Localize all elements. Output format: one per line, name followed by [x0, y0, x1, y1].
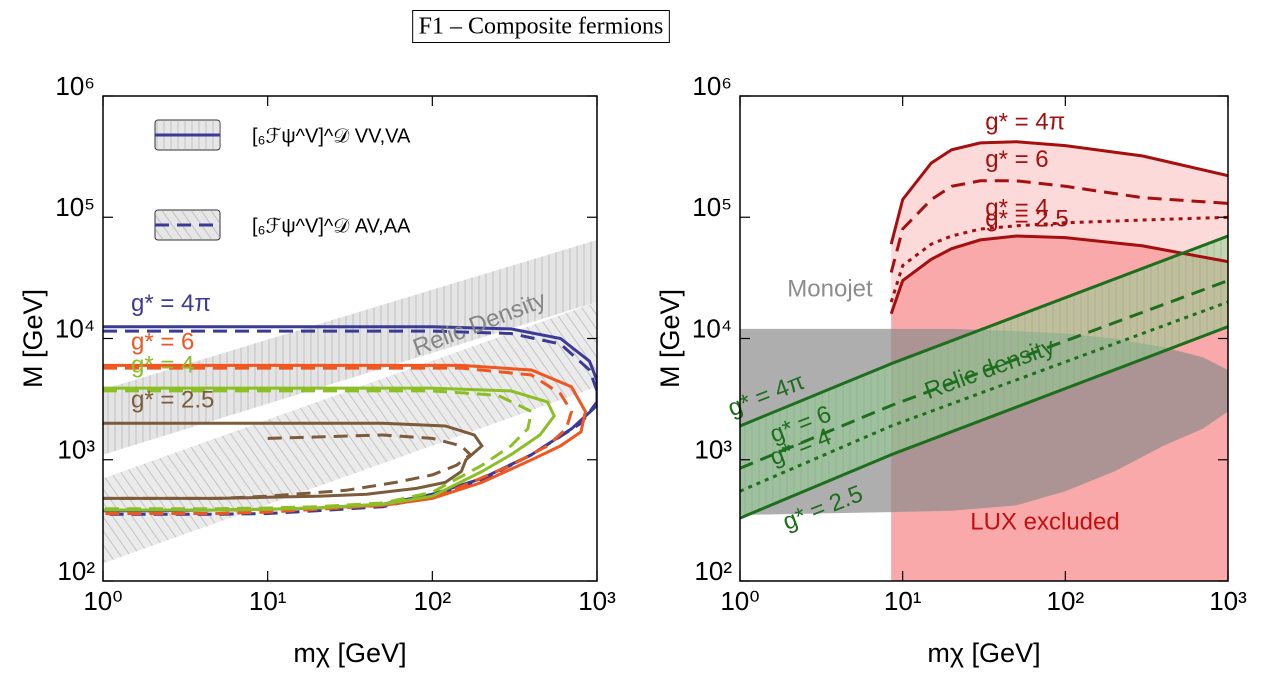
x-tick-label: 10¹ — [249, 586, 287, 616]
x-axis-label: mχ [GeV] — [293, 638, 406, 668]
curve-label: g* = 4π — [985, 108, 1065, 135]
legend-label: [₆ℱψ^V]^𝒟 AV,AA — [252, 215, 411, 237]
annotation: LUX excluded — [970, 508, 1119, 535]
curve-label: g* = 2.5 — [985, 205, 1068, 232]
curve-label: g* = 6 — [985, 146, 1048, 173]
title-box — [412, 10, 670, 44]
x-tick-label: 10⁰ — [83, 586, 122, 616]
contour-line — [103, 366, 574, 515]
contour-line — [889, 234, 1228, 315]
curve-label: g* = 4 — [985, 194, 1048, 221]
contour-line — [740, 234, 1228, 428]
y-axis-label: M [GeV] — [18, 289, 48, 388]
curve-label: g* = 6 — [131, 329, 194, 356]
contour-line — [103, 433, 473, 500]
relic-band-hatch — [740, 236, 1228, 519]
y-tick-label: 10⁶ — [55, 71, 95, 101]
y-tick-label: 10³ — [694, 435, 732, 465]
y-tick-label: 10⁴ — [692, 313, 732, 343]
y-tick-label: 10⁴ — [55, 313, 95, 343]
contour-line — [740, 325, 1228, 520]
y-tick-label: 10⁵ — [692, 192, 732, 222]
x-tick-label: 10³ — [1209, 586, 1247, 616]
x-tick-label: 10² — [414, 586, 452, 616]
relic-band-hatch — [103, 239, 597, 455]
x-tick-label: 10¹ — [884, 586, 922, 616]
plot-area — [103, 239, 597, 564]
x-axis-label: mχ [GeV] — [927, 638, 1040, 668]
contour-line — [740, 300, 1228, 493]
contour-line — [889, 179, 1228, 273]
x-tick-label: 10³ — [578, 586, 616, 616]
y-tick-label: 10⁵ — [55, 192, 95, 222]
curve-label: g* = 4π — [131, 290, 211, 317]
annotation: Monojet — [787, 275, 873, 302]
contour-line — [103, 389, 534, 511]
y-tick-label: 10² — [57, 556, 95, 586]
contour-line — [889, 215, 1228, 303]
contour-line — [889, 140, 1228, 245]
curve-label: g* = 2.5 — [131, 387, 214, 414]
plot-area — [740, 140, 1228, 581]
legend-label: [₆ℱψ^V]^𝒟 VV,VA — [252, 125, 411, 147]
x-tick-label: 10⁰ — [720, 586, 759, 616]
contour-line — [103, 386, 556, 512]
x-tick-label: 10² — [1047, 586, 1085, 616]
curve-label: g* = 4 — [131, 351, 194, 378]
y-tick-label: 10³ — [57, 435, 95, 465]
figure-title: F1 – Composite fermions — [419, 14, 664, 40]
y-axis-label: M [GeV] — [655, 289, 685, 388]
y-tick-label: 10² — [694, 556, 732, 586]
contour-line — [740, 279, 1228, 470]
y-tick-label: 10⁶ — [692, 71, 732, 101]
